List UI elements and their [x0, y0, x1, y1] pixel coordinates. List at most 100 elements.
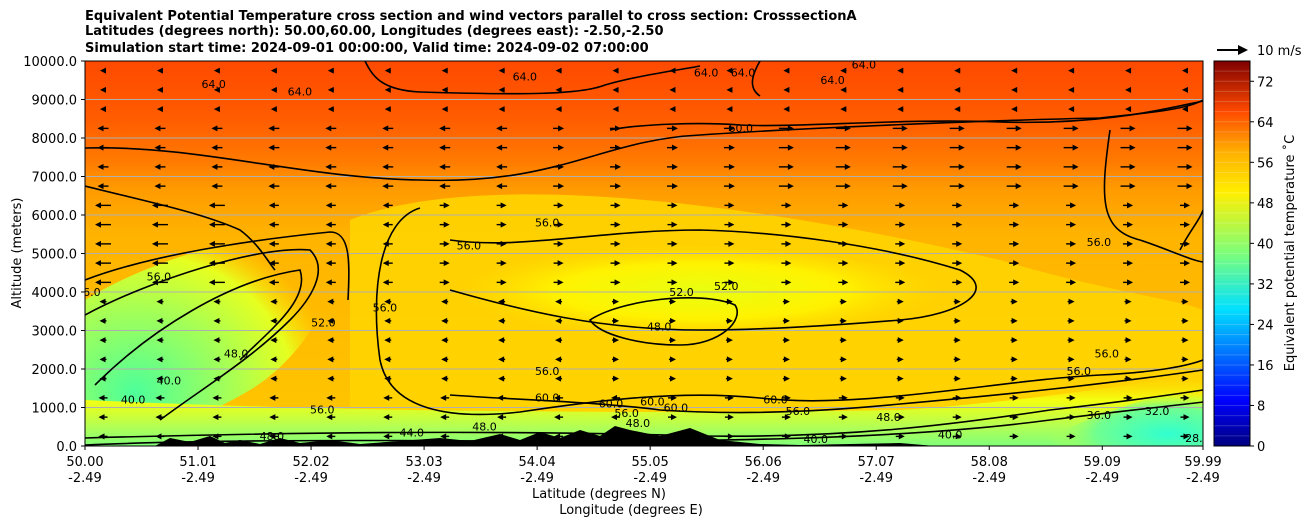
wind-arrowhead: [669, 317, 676, 324]
contour-label: 48.0: [626, 417, 651, 430]
terrain: [155, 426, 935, 446]
x-tick-label-lon: -2.49: [294, 471, 328, 486]
wind-arrowhead: [443, 260, 450, 267]
x-axis-label-lon: Longitude (degrees E): [559, 503, 703, 518]
wind-arrowhead: [612, 67, 619, 74]
contour-label: 40.0: [121, 394, 146, 407]
wind-arrowhead: [671, 279, 678, 286]
wind-arrowhead: [213, 375, 220, 382]
wind-arrowhead: [956, 221, 963, 228]
wind-arrowhead: [268, 221, 275, 228]
wind-arrowhead: [443, 221, 450, 228]
wind-arrowhead: [325, 125, 332, 132]
wind-arrowhead: [1182, 86, 1188, 93]
wind-arrowhead: [500, 279, 507, 286]
wind-arrowhead: [208, 279, 215, 286]
wind-arrowhead: [98, 433, 105, 440]
wind-arrowhead: [787, 183, 794, 190]
wind-arrowhead: [615, 163, 622, 170]
wind-arrowhead: [95, 260, 101, 267]
wind-arrowhead: [1184, 240, 1190, 247]
wind-arrowhead: [151, 260, 158, 267]
contour-label: 60.0: [599, 398, 624, 411]
wind-arrowhead: [270, 356, 277, 363]
wind-arrowhead: [783, 106, 790, 113]
wind-arrowhead: [95, 202, 101, 209]
wind-arrowhead: [557, 240, 564, 247]
wind-arrowhead: [897, 106, 904, 113]
wind-arrowhead: [384, 337, 391, 344]
wind-arrowhead: [156, 298, 163, 305]
wind-arrowhead: [954, 106, 961, 113]
contour-label: 52.0: [669, 286, 694, 299]
wind-arrowhead: [1126, 433, 1133, 440]
wind-arrowhead: [671, 183, 678, 190]
wind-arrowhead: [1012, 433, 1019, 440]
wind-arrowhead: [500, 260, 507, 267]
wind-arrowhead: [439, 125, 446, 132]
wind-arrowhead: [327, 86, 334, 93]
wind-arrowhead: [439, 144, 446, 151]
wind-arrowhead: [1070, 202, 1077, 209]
wind-arrowhead: [211, 144, 218, 151]
wind-arrowhead: [1127, 260, 1134, 267]
wind-arrowhead: [1013, 202, 1020, 209]
wind-arrowhead: [151, 240, 158, 247]
wind-arrowhead: [726, 317, 733, 324]
x-tick-label-lon: -2.49: [407, 471, 441, 486]
wind-arrowhead: [268, 125, 275, 132]
wind-arrowhead: [728, 279, 735, 286]
wind-arrowhead: [212, 394, 219, 401]
wind-arrowhead: [327, 375, 334, 382]
wind-arrowhead: [1125, 298, 1132, 305]
wind-arrowhead: [1070, 221, 1077, 228]
wind-arrowhead: [440, 394, 447, 401]
wind-vectors: [95, 67, 1193, 440]
x-tick-label-lat: 59.99: [1184, 455, 1221, 470]
wind-arrowhead: [558, 163, 565, 170]
wind-arrowhead: [728, 163, 735, 170]
wind-arrowhead: [728, 125, 735, 132]
wind-arrowhead: [268, 183, 275, 190]
wind-arrowhead: [897, 86, 904, 93]
wind-arrowhead: [954, 375, 961, 382]
wind-arrowhead: [497, 394, 504, 401]
wind-arrowhead: [785, 240, 792, 247]
wind-arrowhead: [615, 125, 622, 132]
x-tick-label-lat: 57.07: [858, 455, 895, 470]
wind-arrowhead: [95, 279, 101, 286]
wind-arrowhead: [98, 394, 105, 401]
wind-arrowhead: [783, 337, 790, 344]
colorbar-tick-label: 64: [1257, 116, 1274, 131]
wind-arrowhead: [671, 144, 678, 151]
contour-label: 64.0: [513, 70, 538, 83]
x-axis-label-lat: Latitude (degrees N): [532, 487, 666, 502]
wind-arrowhead: [497, 433, 504, 440]
wind-arrowhead: [554, 433, 561, 440]
wind-arrowhead: [1069, 433, 1076, 440]
wind-arrowhead: [496, 183, 503, 190]
wind-arrowhead: [441, 298, 448, 305]
wind-arrowhead: [498, 317, 505, 324]
wind-arrowhead: [670, 433, 677, 440]
wind-arrowhead: [268, 163, 275, 170]
wind-arrowhead: [384, 86, 391, 93]
wind-arrowhead: [1125, 337, 1132, 344]
wind-arrowhead: [554, 414, 561, 421]
x-axis: 50.00-2.4951.01-2.4952.02-2.4953.03-2.49…: [66, 446, 1222, 486]
wind-arrowhead: [954, 67, 961, 74]
x-tick-label-lat: 59.09: [1084, 455, 1121, 470]
contour-label: 56.0: [1087, 236, 1112, 249]
wind-arrowhead: [439, 163, 446, 170]
wind-arrowhead: [1072, 125, 1079, 132]
x-tick-label-lon: -2.49: [1186, 471, 1220, 486]
wind-arrowhead: [613, 375, 620, 382]
wind-arrowhead: [382, 240, 389, 247]
wind-arrowhead: [671, 163, 678, 170]
wind-arrowhead: [899, 240, 906, 247]
wind-arrowhead: [1013, 240, 1020, 247]
wind-arrowhead: [671, 125, 678, 132]
wind-arrowhead: [954, 298, 961, 305]
wind-arrowhead: [785, 260, 792, 267]
wind-arrowhead: [325, 279, 332, 286]
